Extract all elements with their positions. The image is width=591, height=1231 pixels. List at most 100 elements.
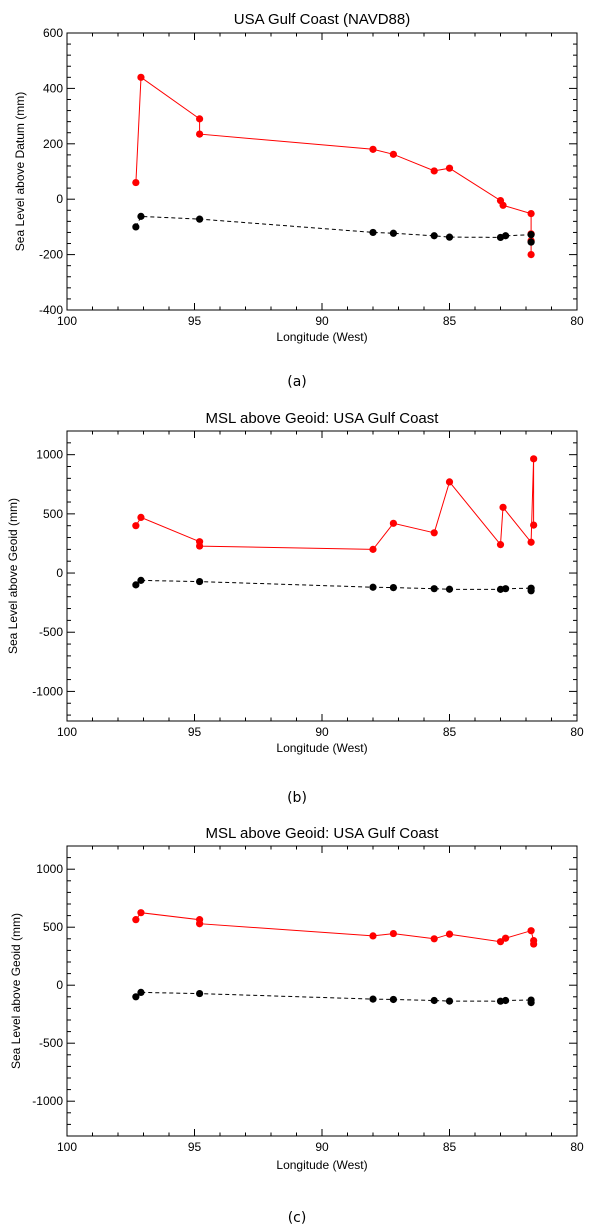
series-red bbox=[132, 455, 538, 553]
data-point bbox=[527, 999, 535, 1007]
plot-frame bbox=[66, 430, 578, 722]
y-tick-label: -500 bbox=[39, 625, 63, 639]
series-black bbox=[132, 988, 535, 1007]
data-point bbox=[196, 542, 204, 550]
x-tick-label: 85 bbox=[443, 314, 457, 328]
data-point bbox=[196, 989, 204, 998]
y-tick-label: 0 bbox=[56, 566, 63, 580]
x-axis-label: Longitude (West) bbox=[276, 741, 367, 755]
x-tick-label: 90 bbox=[315, 1140, 329, 1154]
chart-title: MSL above Geoid: USA Gulf Coast bbox=[206, 410, 440, 427]
data-point bbox=[137, 576, 145, 584]
y-tick-label: 200 bbox=[43, 137, 63, 151]
series-red bbox=[132, 909, 538, 948]
series-red bbox=[132, 73, 535, 259]
data-point bbox=[389, 519, 397, 527]
data-point bbox=[527, 210, 535, 218]
figure-caption: (b) bbox=[287, 790, 307, 806]
data-point bbox=[502, 996, 510, 1005]
data-point bbox=[430, 167, 438, 175]
data-point bbox=[499, 201, 507, 209]
data-point bbox=[132, 581, 140, 589]
x-tick-label: 95 bbox=[188, 314, 202, 328]
chart-panel-3: MSL above Geoid: USA Gulf Coast 100 95 90 85… bbox=[9, 825, 584, 1226]
data-point bbox=[132, 916, 140, 924]
data-point bbox=[369, 932, 377, 940]
x-axis-label: Longitude (West) bbox=[276, 1158, 367, 1172]
data-point bbox=[527, 538, 535, 546]
data-point bbox=[369, 995, 377, 1003]
y-tick-label: 0 bbox=[56, 192, 63, 206]
series-black bbox=[132, 576, 535, 595]
data-point bbox=[196, 215, 204, 223]
data-point bbox=[137, 909, 145, 917]
x-tick-label: 90 bbox=[315, 725, 329, 739]
y-axis-label: Sea Level above Datum (mm) bbox=[13, 92, 27, 251]
data-point bbox=[502, 934, 510, 942]
x-tick-label: 80 bbox=[570, 725, 584, 739]
data-point bbox=[369, 583, 377, 591]
y-tick-label: 500 bbox=[43, 507, 63, 521]
data-point bbox=[430, 529, 438, 537]
data-point bbox=[430, 935, 438, 943]
y-tick-label: 0 bbox=[56, 978, 63, 992]
data-point bbox=[369, 545, 377, 553]
data-point bbox=[445, 164, 454, 172]
data-point bbox=[137, 212, 145, 220]
x-tick-label: 100 bbox=[57, 725, 77, 739]
y-axis-label: Sea Level above Geoid (mm) bbox=[6, 498, 20, 654]
data-point bbox=[445, 233, 454, 241]
data-point bbox=[132, 993, 140, 1001]
series-black bbox=[132, 212, 535, 246]
series-line bbox=[135, 991, 532, 1003]
data-point bbox=[499, 503, 507, 511]
series-line bbox=[135, 579, 532, 591]
plot-frame bbox=[66, 32, 578, 311]
data-point bbox=[527, 587, 535, 595]
x-tick-label: 80 bbox=[570, 314, 584, 328]
y-tick-label: 1000 bbox=[36, 862, 63, 876]
data-point bbox=[527, 927, 535, 935]
x-tick-label: 90 bbox=[315, 314, 329, 328]
data-point bbox=[369, 145, 377, 153]
y-tick-label: -1000 bbox=[32, 684, 63, 698]
x-tick-label: 85 bbox=[443, 725, 457, 739]
data-point bbox=[196, 577, 204, 586]
data-point bbox=[527, 251, 535, 259]
series-line bbox=[135, 76, 532, 255]
chart-title: MSL above Geoid: USA Gulf Coast bbox=[206, 825, 440, 842]
data-point bbox=[445, 585, 454, 593]
data-point bbox=[530, 940, 538, 948]
data-point bbox=[132, 223, 140, 231]
x-tick-label: 100 bbox=[57, 1140, 77, 1154]
data-point bbox=[196, 130, 204, 138]
data-point bbox=[196, 920, 204, 928]
data-point bbox=[496, 938, 505, 946]
series-line bbox=[135, 912, 535, 944]
y-tick-label: -400 bbox=[39, 303, 63, 317]
data-point bbox=[530, 455, 538, 463]
y-tick-label: 600 bbox=[43, 26, 63, 40]
chart-panel-2: MSL above Geoid: USA Gulf Coast 100 95 90 85… bbox=[6, 410, 584, 806]
x-tick-label: 80 bbox=[570, 1140, 584, 1154]
x-tick-label: 95 bbox=[188, 725, 202, 739]
y-tick-label: 1000 bbox=[36, 448, 63, 462]
data-point bbox=[496, 541, 505, 549]
data-point bbox=[530, 521, 538, 529]
chart-title: USA Gulf Coast (NAVD88) bbox=[234, 11, 410, 28]
data-point bbox=[137, 988, 145, 996]
figure-caption: (a) bbox=[287, 374, 307, 390]
data-point bbox=[527, 238, 535, 246]
data-point bbox=[132, 522, 140, 530]
data-point bbox=[137, 513, 145, 522]
y-tick-label: -500 bbox=[39, 1036, 63, 1050]
data-point bbox=[430, 996, 438, 1005]
data-point bbox=[445, 997, 454, 1005]
data-point bbox=[430, 585, 438, 593]
x-tick-label: 85 bbox=[443, 1140, 457, 1154]
chart-panel-1: USA Gulf Coast (NAVD88) 100 95 90 85 80 -400 -2… bbox=[13, 11, 584, 390]
data-point bbox=[445, 930, 454, 938]
data-point bbox=[502, 232, 510, 240]
series-line bbox=[135, 215, 532, 243]
